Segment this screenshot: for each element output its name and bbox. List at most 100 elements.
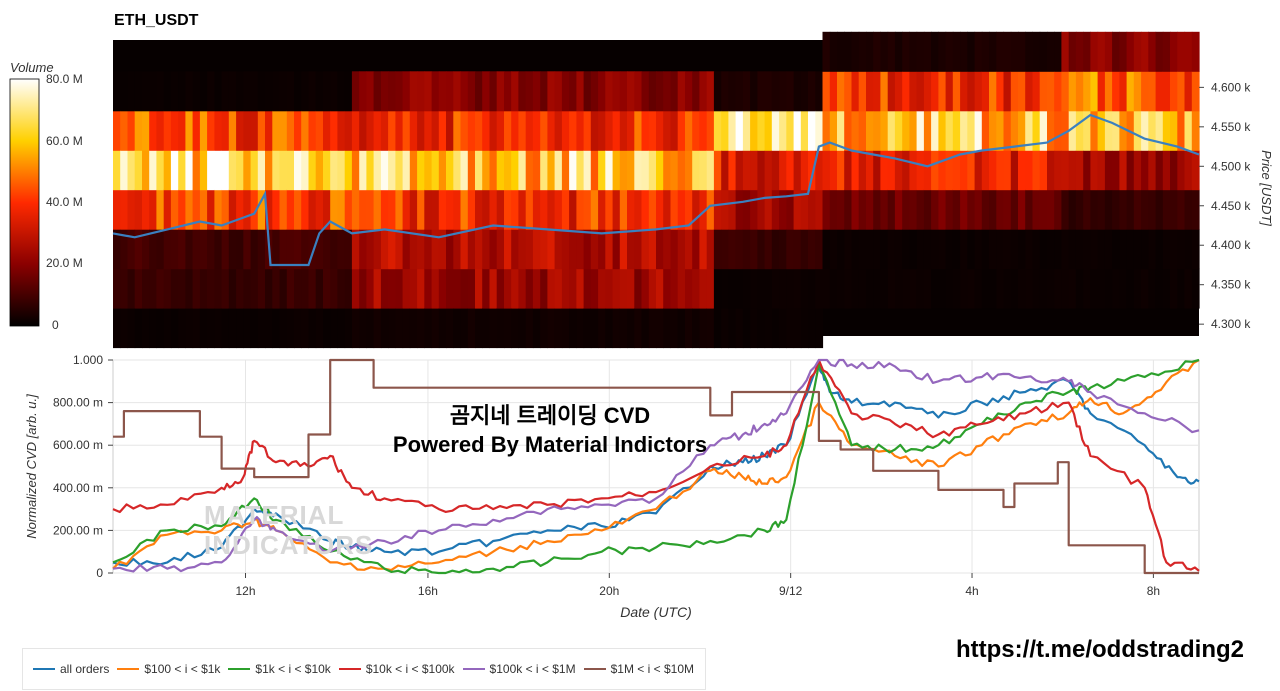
heatmap-cell <box>228 308 237 349</box>
heatmap-cell <box>605 229 614 270</box>
cvd-x-tick-label: 20h <box>599 584 619 598</box>
heatmap-cell <box>1126 189 1135 230</box>
cvd-series-line <box>112 359 1200 572</box>
heatmap-cell <box>221 150 230 191</box>
heatmap-cell <box>561 150 570 191</box>
heatmap-cell <box>605 189 614 230</box>
heatmap-cell <box>938 268 947 309</box>
heatmap-cell <box>525 189 534 230</box>
heatmap-cell <box>844 71 852 112</box>
heatmap-cell <box>265 189 273 230</box>
heatmap-cell <box>996 189 1005 230</box>
heatmap-cell <box>873 150 881 191</box>
heatmap-cell <box>301 110 309 151</box>
heatmap-cell <box>837 31 845 72</box>
heatmap-cell <box>851 31 860 72</box>
heatmap-cell <box>178 110 186 151</box>
heatmap-cell <box>113 229 121 270</box>
heatmap-cell <box>431 150 440 191</box>
heatmap-cell <box>272 71 281 112</box>
heatmap-cell <box>142 268 150 309</box>
heatmap-cell <box>815 308 824 349</box>
heatmap-cell <box>1141 31 1149 72</box>
heatmap-cell <box>583 268 592 309</box>
legend-item[interactable]: $1k < i < $10k <box>228 662 331 676</box>
cvd-series-line <box>112 358 1200 575</box>
heatmap-cell <box>127 229 136 270</box>
heatmap-cell <box>1133 189 1142 230</box>
heatmap-cell <box>236 71 244 112</box>
heatmap-cell <box>699 71 708 112</box>
heatmap-cell <box>808 189 816 230</box>
heatmap-cell <box>800 110 809 151</box>
heatmap-cell <box>149 268 157 309</box>
heatmap-cell <box>858 71 867 112</box>
legend-item[interactable]: $100 < i < $1k <box>117 662 220 676</box>
heatmap-cell <box>308 308 317 349</box>
heatmap-cell <box>1003 268 1012 309</box>
heatmap-cell <box>185 150 194 191</box>
heatmap-cell <box>1170 150 1178 191</box>
heatmap-cell <box>504 110 512 151</box>
heatmap-cell <box>685 268 693 309</box>
heatmap-cell <box>170 150 179 191</box>
heatmap-cell <box>1032 31 1041 72</box>
heatmap-cell <box>793 110 802 151</box>
heatmap-cell <box>373 71 382 112</box>
heatmap-cell <box>344 110 353 151</box>
heatmap-cell <box>286 71 295 112</box>
heatmap-cell <box>894 268 903 309</box>
heatmap-cell <box>1162 268 1171 309</box>
heatmap-cell <box>554 71 563 112</box>
heatmap-cell <box>315 110 324 151</box>
legend-item[interactable]: $10k < i < $100k <box>338 662 455 676</box>
heatmap-cell <box>192 308 201 349</box>
telegram-link[interactable]: https://t.me/oddstrading2 <box>956 636 1244 663</box>
heatmap-cell <box>366 268 375 309</box>
heatmap-cell <box>388 150 396 191</box>
heatmap-cell <box>446 189 454 230</box>
heatmap-cell <box>1104 189 1113 230</box>
heatmap-cell <box>619 308 628 349</box>
heatmap-cell <box>634 71 643 112</box>
heatmap-cell <box>438 150 447 191</box>
heatmap-cell <box>236 308 244 349</box>
legend-item[interactable]: all orders <box>33 662 109 676</box>
heatmap-cell <box>1141 150 1149 191</box>
heatmap-cell <box>800 229 809 270</box>
heatmap-cell <box>265 150 273 191</box>
heatmap-cell <box>185 268 194 309</box>
legend-item[interactable]: $1M < i < $10M <box>583 662 694 676</box>
heatmap-cell <box>735 71 744 112</box>
heatmap-cell <box>873 268 881 309</box>
heatmap-cell <box>1003 229 1012 270</box>
legend-item[interactable]: $100k < i < $1M <box>462 662 576 676</box>
cvd-y-tick-label: 0 <box>96 566 103 580</box>
heatmap-cell <box>344 268 353 309</box>
heatmap-cell <box>149 229 157 270</box>
heatmap-cell <box>1119 31 1128 72</box>
heatmap-cell <box>373 150 382 191</box>
heatmap-cell <box>323 71 331 112</box>
heatmap-cell <box>1090 110 1099 151</box>
heatmap-cell <box>677 308 686 349</box>
heatmap-cell <box>677 189 686 230</box>
heatmap-cell <box>134 268 143 309</box>
heatmap-cell <box>1148 71 1157 112</box>
heatmap-cell <box>142 189 150 230</box>
heatmap-cell <box>880 229 889 270</box>
heatmap-cell <box>540 110 548 151</box>
legend-swatch <box>33 668 55 670</box>
heatmap-cell <box>1133 31 1142 72</box>
heatmap-cell <box>221 229 230 270</box>
heatmap-cell <box>974 31 983 72</box>
heatmap-cell <box>1061 268 1070 309</box>
cvd-x-tick-label: 16h <box>418 584 438 598</box>
heatmap-cell <box>1191 268 1200 309</box>
heatmap-cell <box>1104 71 1113 112</box>
heatmap-cell <box>207 110 215 151</box>
heatmap-cell <box>279 268 288 309</box>
heatmap-cell <box>532 150 541 191</box>
heatmap-cell <box>786 110 795 151</box>
heatmap-cell <box>1039 31 1048 72</box>
